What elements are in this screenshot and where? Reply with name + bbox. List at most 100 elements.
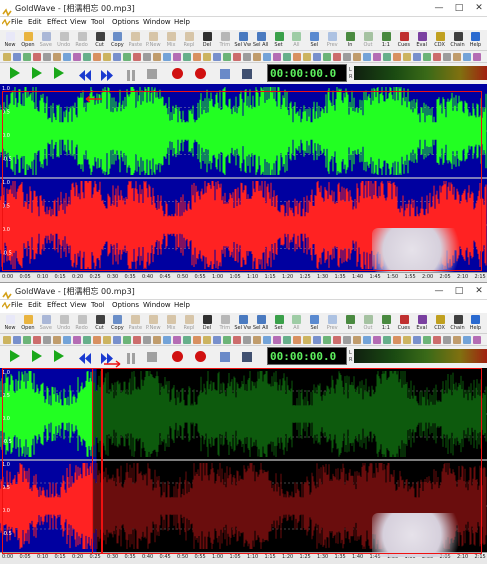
effect-tool-icon[interactable]: [143, 336, 151, 344]
effect-tool-icon[interactable]: [33, 336, 41, 344]
effect-tool-icon[interactable]: [413, 336, 421, 344]
effect-tool-icon[interactable]: [393, 336, 401, 344]
effect-tool-icon[interactable]: [443, 336, 451, 344]
effect-tool-icon[interactable]: [203, 336, 211, 344]
rewind-button[interactable]: [78, 350, 92, 364]
help-button[interactable]: Help: [466, 30, 484, 51]
new-button[interactable]: New: [1, 313, 19, 334]
effect-tool-icon[interactable]: [333, 53, 341, 61]
effect-tool-icon[interactable]: [173, 53, 181, 61]
menu-edit[interactable]: Edit: [28, 301, 42, 309]
pause-button[interactable]: [124, 350, 138, 364]
effect-tool-icon[interactable]: [123, 336, 131, 344]
effect-tool-icon[interactable]: [63, 53, 71, 61]
record-new-button[interactable]: [193, 67, 207, 80]
effect-tool-icon[interactable]: [63, 336, 71, 344]
rewind-button[interactable]: [78, 67, 92, 81]
minimize-button[interactable]: —: [434, 3, 444, 13]
redo-button[interactable]: Redo: [73, 30, 91, 51]
effect-tool-icon[interactable]: [353, 336, 361, 344]
effect-tool-icon[interactable]: [363, 53, 371, 61]
eval-button[interactable]: Eval: [413, 30, 431, 51]
effect-tool-icon[interactable]: [223, 53, 231, 61]
effect-tool-icon[interactable]: [263, 53, 271, 61]
eval-button[interactable]: Eval: [413, 313, 431, 334]
effect-tool-icon[interactable]: [83, 336, 91, 344]
stop-button[interactable]: [145, 67, 159, 80]
effect-tool-icon[interactable]: [443, 53, 451, 61]
maximize-button[interactable]: □: [454, 3, 464, 13]
effect-tool-icon[interactable]: [13, 53, 21, 61]
minimize-button[interactable]: —: [434, 286, 444, 296]
record-button[interactable]: [170, 67, 184, 80]
effect-tool-icon[interactable]: [463, 336, 471, 344]
trim-button[interactable]: Trim: [216, 313, 234, 334]
effect-tool-icon[interactable]: [23, 53, 31, 61]
chain-button[interactable]: Chain: [449, 313, 467, 334]
menu-app-icon[interactable]: [1, 18, 11, 29]
record-button[interactable]: [170, 350, 184, 363]
effect-tool-icon[interactable]: [213, 336, 221, 344]
effect-tool-icon[interactable]: [463, 53, 471, 61]
properties-button[interactable]: [218, 67, 232, 80]
save-button[interactable]: Save: [37, 30, 55, 51]
effect-tool-icon[interactable]: [253, 336, 261, 344]
effect-tool-icon[interactable]: [193, 53, 201, 61]
effect-tool-icon[interactable]: [93, 336, 101, 344]
effect-tool-icon[interactable]: [43, 336, 51, 344]
effect-tool-icon[interactable]: [73, 53, 81, 61]
1-1-button[interactable]: 1:1: [377, 30, 395, 51]
effect-tool-icon[interactable]: [193, 336, 201, 344]
effect-tool-icon[interactable]: [293, 336, 301, 344]
effect-tool-icon[interactable]: [283, 53, 291, 61]
repl-button[interactable]: Repl: [180, 30, 198, 51]
maximize-button[interactable]: □: [454, 286, 464, 296]
new-button[interactable]: New: [1, 30, 19, 51]
effect-tool-icon[interactable]: [303, 336, 311, 344]
effect-tool-icon[interactable]: [153, 53, 161, 61]
properties-button[interactable]: [218, 350, 232, 363]
effect-tool-icon[interactable]: [243, 336, 251, 344]
out-button[interactable]: Out: [359, 30, 377, 51]
in-button[interactable]: In: [341, 313, 359, 334]
effect-tool-icon[interactable]: [133, 336, 141, 344]
stop-button[interactable]: [145, 350, 159, 363]
sel-button[interactable]: Sel: [305, 30, 323, 51]
effect-tool-icon[interactable]: [233, 53, 241, 61]
effect-tool-icon[interactable]: [283, 336, 291, 344]
menu-view[interactable]: View: [70, 301, 87, 309]
menu-window[interactable]: Window: [143, 301, 171, 309]
cues-button[interactable]: Cues: [395, 30, 413, 51]
all-button[interactable]: All: [287, 30, 305, 51]
cut-button[interactable]: Cut: [91, 313, 109, 334]
mix-button[interactable]: Mix: [162, 313, 180, 334]
open-button[interactable]: Open: [19, 313, 37, 334]
menu-effect[interactable]: Effect: [47, 18, 68, 26]
effect-tool-icon[interactable]: [103, 336, 111, 344]
effect-tool-icon[interactable]: [53, 53, 61, 61]
effect-tool-icon[interactable]: [83, 53, 91, 61]
menu-view[interactable]: View: [70, 18, 87, 26]
effect-tool-icon[interactable]: [293, 53, 301, 61]
effect-tool-icon[interactable]: [53, 336, 61, 344]
control-window-button[interactable]: [240, 350, 254, 363]
effect-tool-icon[interactable]: [203, 53, 211, 61]
cdx-button[interactable]: CDX: [431, 30, 449, 51]
effect-tool-icon[interactable]: [3, 53, 11, 61]
effect-tool-icon[interactable]: [233, 336, 241, 344]
effect-tool-icon[interactable]: [323, 53, 331, 61]
control-window-button[interactable]: [240, 67, 254, 80]
copy-button[interactable]: Copy: [108, 313, 126, 334]
effect-tool-icon[interactable]: [373, 53, 381, 61]
effect-tool-icon[interactable]: [343, 53, 351, 61]
undo-button[interactable]: Undo: [55, 30, 73, 51]
cut-button[interactable]: Cut: [91, 30, 109, 51]
repl-button[interactable]: Repl: [180, 313, 198, 334]
menu-help[interactable]: Help: [174, 18, 190, 26]
del-button[interactable]: Del: [198, 30, 216, 51]
menu-file[interactable]: File: [11, 301, 23, 309]
set-button[interactable]: Set: [270, 313, 288, 334]
menu-help[interactable]: Help: [174, 301, 190, 309]
menu-effect[interactable]: Effect: [47, 301, 68, 309]
menu-window[interactable]: Window: [143, 18, 171, 26]
